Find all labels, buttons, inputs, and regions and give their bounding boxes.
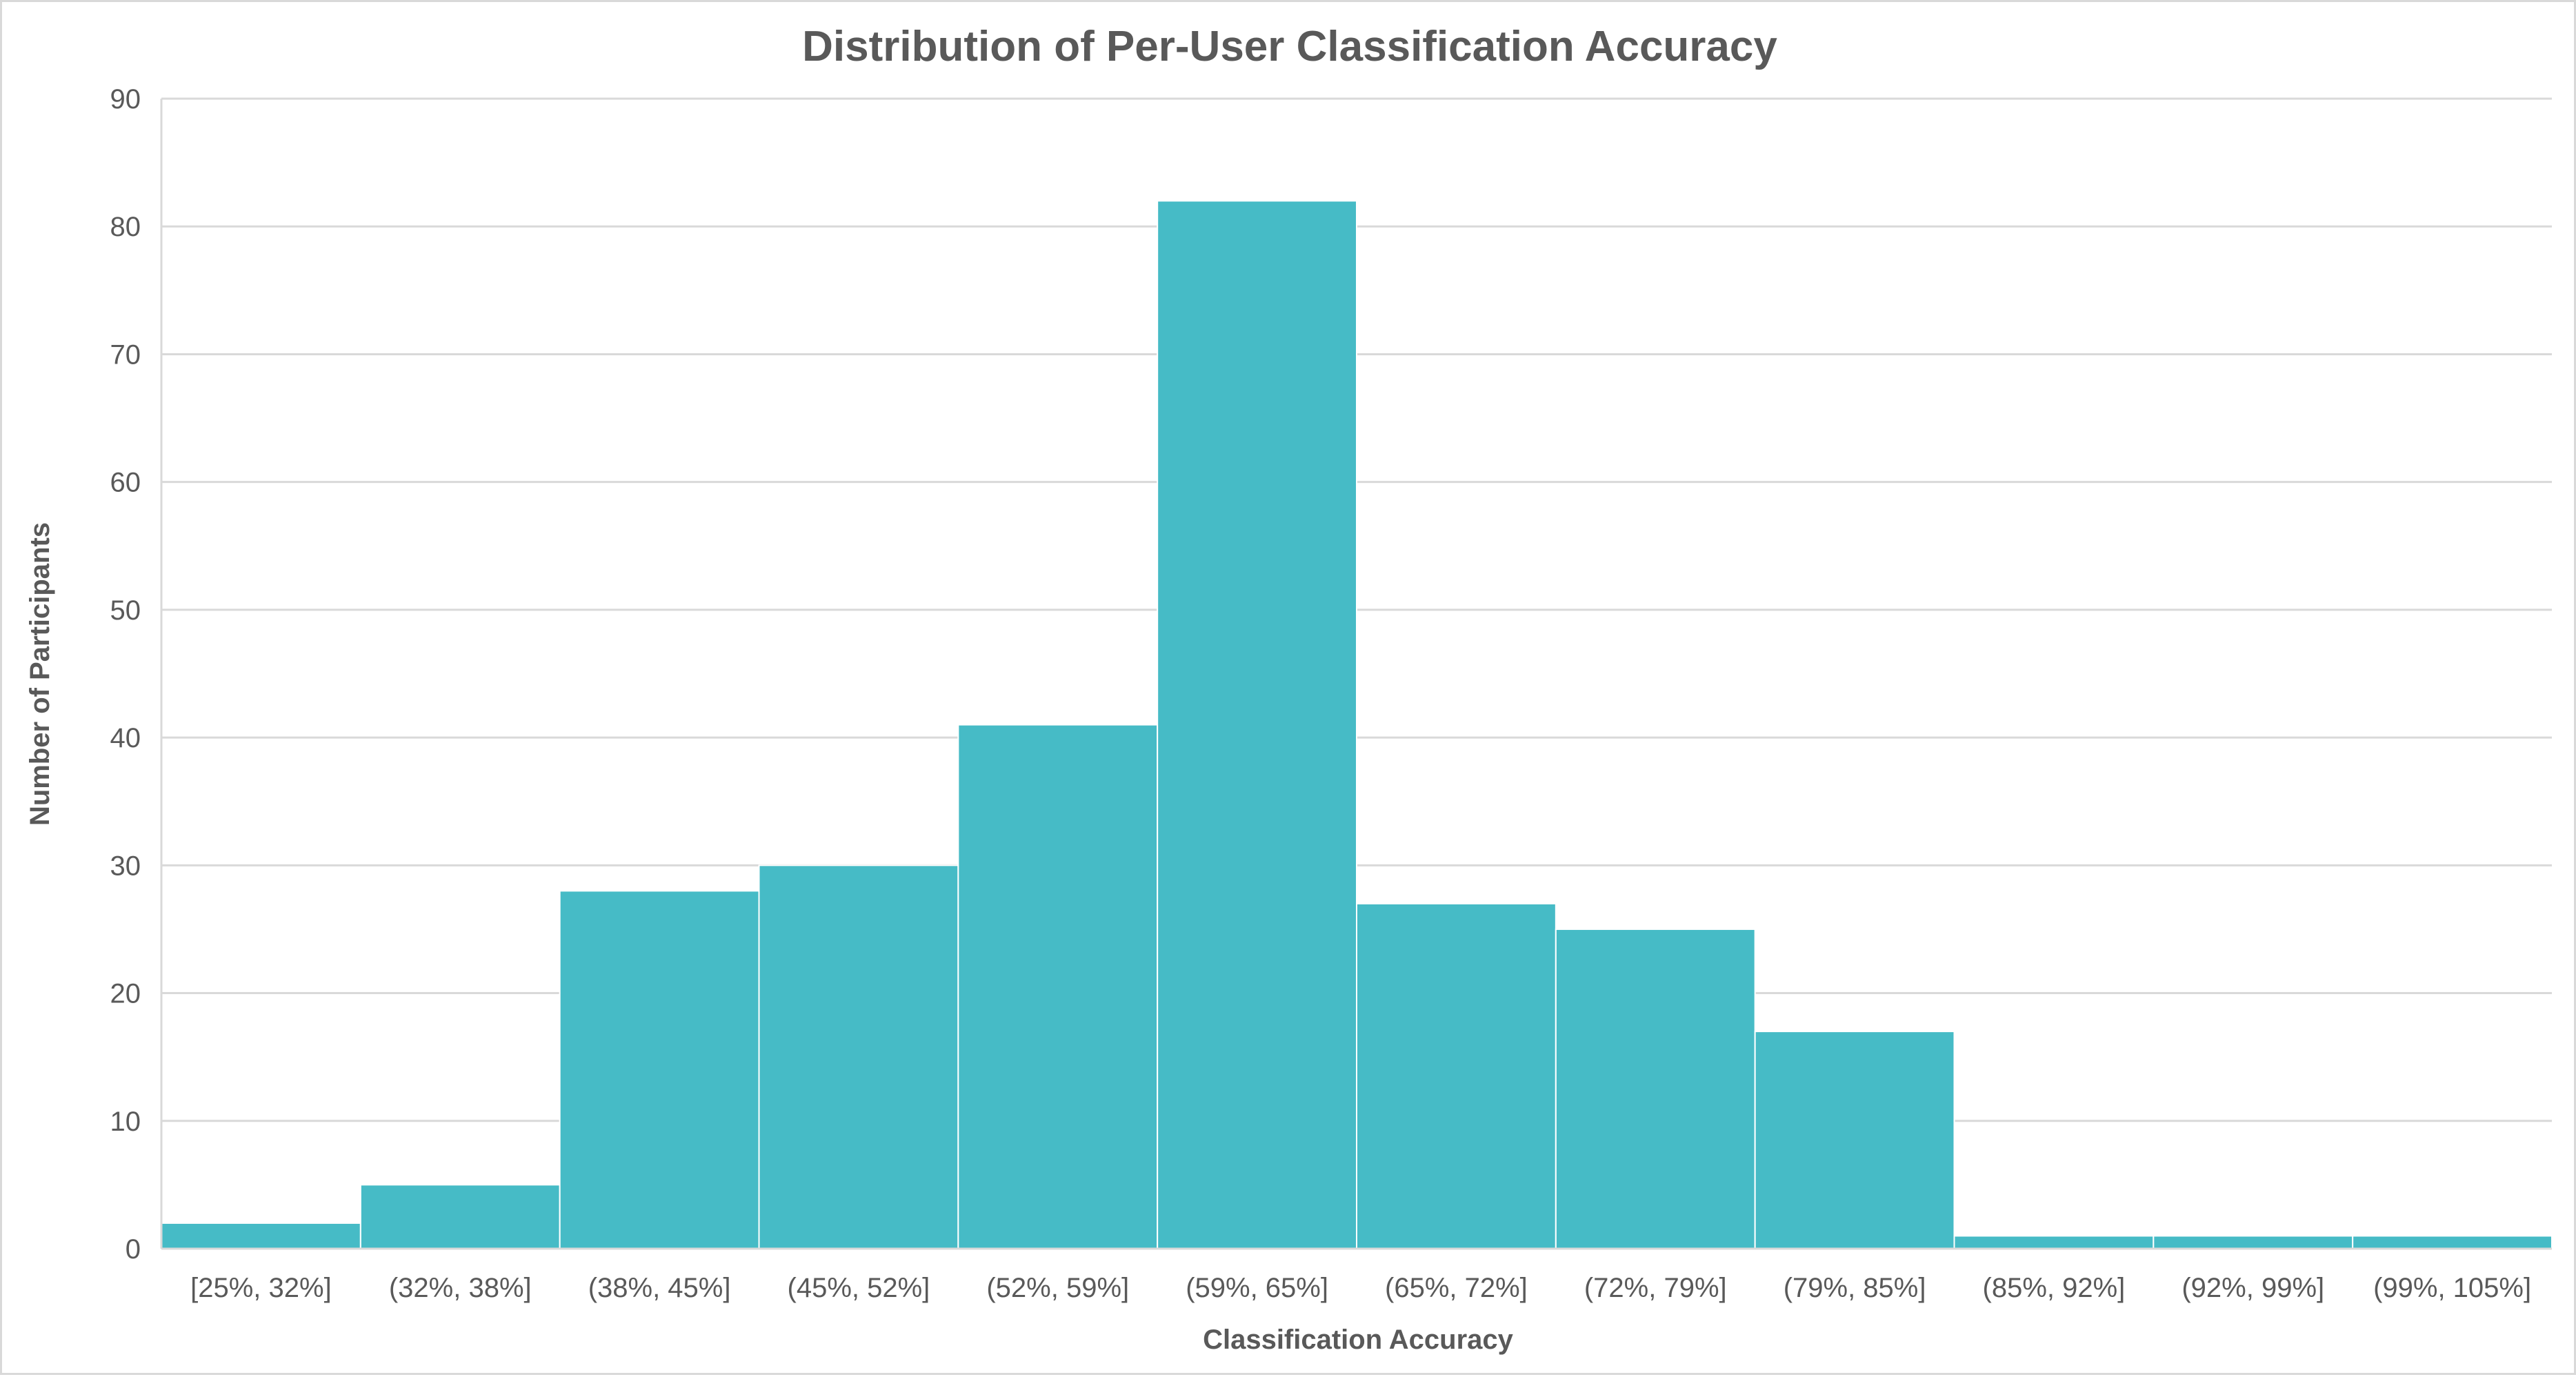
x-tick-label: (38%, 45%]	[588, 1273, 731, 1303]
y-tick-label: 30	[110, 851, 141, 881]
x-tick-label: (85%, 92%]	[1983, 1273, 2126, 1303]
y-tick-label: 60	[110, 468, 141, 498]
bars	[161, 200, 2553, 1250]
x-axis-title: Classification Accuracy	[1203, 1325, 1514, 1355]
x-tick-label: (92%, 99%]	[2181, 1273, 2324, 1303]
histogram-bar	[161, 1222, 361, 1250]
x-tick-label: (45%, 52%]	[788, 1273, 930, 1303]
y-tick-label: 40	[110, 723, 141, 753]
x-tick-label: (99%, 105%]	[2373, 1273, 2531, 1303]
histogram-bar	[2352, 1235, 2553, 1250]
y-tick-label: 50	[110, 595, 141, 626]
histogram-bar	[1953, 1235, 2155, 1250]
y-tick-label: 70	[110, 339, 141, 370]
chart-title: Distribution of Per-User Classification …	[802, 23, 1777, 70]
y-tick-label: 80	[110, 212, 141, 242]
x-tick-label: (59%, 65%]	[1186, 1273, 1328, 1303]
histogram-bar	[758, 864, 959, 1250]
y-axis-title: Number of Participants	[25, 522, 55, 826]
y-tick-label: 20	[110, 979, 141, 1009]
x-tick-label: (52%, 59%]	[986, 1273, 1129, 1303]
y-tick-label: 10	[110, 1107, 141, 1137]
histogram-bar	[1157, 200, 1357, 1250]
x-tick-label: [25%, 32%]	[190, 1273, 332, 1303]
histogram-bar	[1356, 902, 1557, 1250]
x-tick-label: (65%, 72%]	[1385, 1273, 1528, 1303]
x-tick-labels: [25%, 32%] (32%, 38%] (38%, 45%] (45%, 52%]…	[190, 1273, 2531, 1303]
x-tick-label: (79%, 85%]	[1784, 1273, 1926, 1303]
histogram-bar	[1555, 928, 1756, 1249]
histogram-bar	[359, 1184, 561, 1250]
axes	[160, 99, 2552, 1250]
histogram-bar	[1754, 1031, 1955, 1249]
y-tick-labels: 0 10 20 30 40 50 60 70 80 90	[110, 84, 141, 1265]
y-tick-label: 90	[110, 84, 141, 115]
histogram-bar	[957, 724, 1159, 1249]
histogram-bar	[559, 890, 760, 1249]
histogram-bar	[2153, 1235, 2354, 1250]
x-tick-label: (32%, 38%]	[389, 1273, 532, 1303]
x-tick-label: (72%, 79%]	[1584, 1273, 1727, 1303]
y-tick-label: 0	[126, 1234, 141, 1265]
